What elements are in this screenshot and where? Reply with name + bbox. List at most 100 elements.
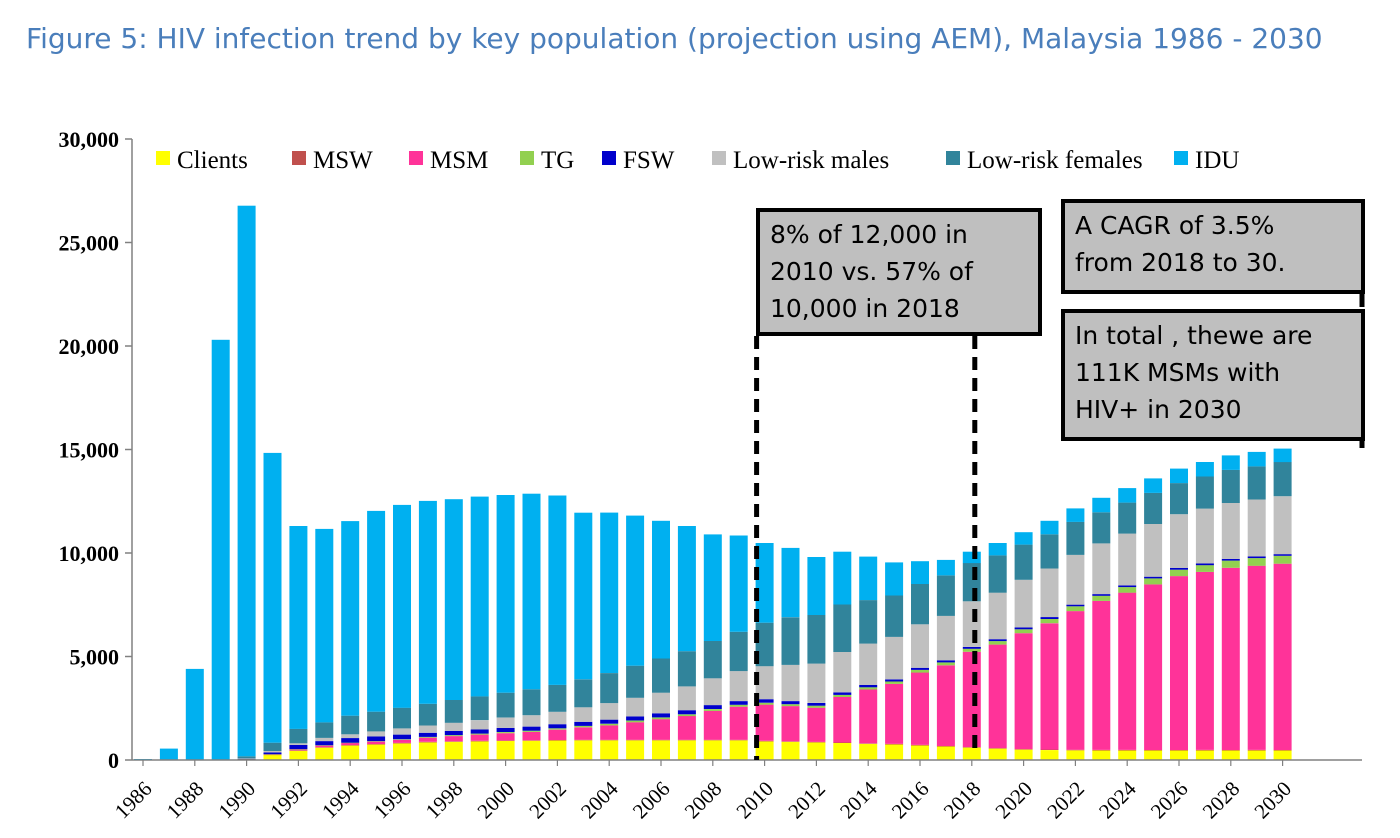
bar-segment-tg-1998: [445, 735, 463, 736]
bar-segment-idu-2003: [574, 513, 592, 680]
bar-segment-fsw-2020: [1015, 627, 1033, 629]
bar-segment-fsw-1993: [315, 741, 333, 745]
bar-segment-msm-2013: [833, 697, 851, 743]
bar-segment-idu-2026: [1170, 469, 1188, 484]
bar-segment-clients-2005: [626, 740, 644, 760]
bar-segment-msw-2027: [1196, 750, 1214, 751]
bar-segment-idu-2002: [548, 496, 566, 685]
bar-segment-low-risk-females-2021: [1041, 534, 1059, 568]
bar-segment-fsw-2006: [652, 713, 670, 717]
bar-segment-fsw-1995: [367, 737, 385, 742]
bar-segment-low-risk-females-2003: [574, 679, 592, 707]
bar-segment-low-risk-females-2012: [807, 615, 825, 664]
bar-segment-msw-2008: [704, 740, 722, 741]
bar-segment-idu-2021: [1041, 521, 1059, 535]
bar-segment-idu-2001: [523, 494, 541, 690]
bar-segment-msm-2021: [1041, 623, 1059, 749]
bar-segment-clients-2009: [730, 740, 748, 760]
bar-segment-low-risk-males-2001: [523, 715, 541, 726]
bar-segment-low-risk-males-2000: [497, 718, 515, 728]
legend-swatch-msm: [409, 151, 423, 165]
bar-segment-low-risk-males-2004: [600, 703, 618, 720]
bar-segment-msm-2006: [652, 719, 670, 740]
bar-segment-tg-2029: [1248, 558, 1266, 566]
legend-label: FSW: [623, 147, 675, 174]
bar-segment-idu-1991: [264, 453, 282, 743]
x-tick-label: 2004: [576, 776, 623, 823]
legend-label: MSW: [313, 147, 373, 174]
bar-segment-low-risk-males-1998: [445, 723, 463, 731]
x-tick-label: 2008: [680, 777, 727, 824]
bar-segment-tg-1992: [289, 749, 307, 750]
bar-segment-msm-2020: [1015, 633, 1033, 749]
bar-segment-msw-1993: [315, 747, 333, 748]
annotation-box-cagr: A CAGR of 3.5% from 2018 to 30.: [1061, 199, 1365, 294]
bar-segment-low-risk-males-1995: [367, 731, 385, 736]
bar-segment-msw-1998: [445, 741, 463, 742]
bar-segment-msm-2005: [626, 722, 644, 740]
bar-segment-low-risk-males-2009: [730, 671, 748, 701]
bar-segment-low-risk-females-2006: [652, 659, 670, 693]
bar-segment-idu-1992: [289, 526, 307, 729]
bar-segment-idu-2030: [1274, 449, 1292, 463]
bar-segment-low-risk-females-2016: [911, 584, 929, 624]
bar-segment-msw-2018: [963, 747, 981, 748]
bar-segment-msm-1998: [445, 736, 463, 741]
bar-segment-idu-1994: [341, 521, 359, 716]
bar-segment-msm-1995: [367, 742, 385, 745]
bar-segment-fsw-1991: [264, 752, 282, 754]
bar-segment-low-risk-males-2022: [1066, 555, 1084, 605]
bar-segment-low-risk-males-2023: [1092, 543, 1110, 594]
bar-segment-clients-1991: [264, 755, 282, 760]
annotation-line: HIV+ in 2030: [1075, 391, 1351, 428]
x-tick-label: 2002: [524, 777, 571, 824]
bar-segment-msw-2013: [833, 743, 851, 744]
bar-segment-tg-2017: [937, 662, 955, 665]
legend-label: MSM: [430, 147, 488, 174]
bar-segment-low-risk-males-1992: [289, 743, 307, 745]
bar-segment-msm-2023: [1092, 601, 1110, 750]
bar-segment-fsw-1998: [445, 731, 463, 735]
bar-segment-msm-2017: [937, 665, 955, 746]
bar-segment-low-risk-females-2024: [1118, 503, 1136, 534]
bar-segment-msm-2001: [523, 732, 541, 740]
x-tick-label: 2014: [835, 776, 882, 823]
bar-segment-low-risk-females-1992: [289, 729, 307, 744]
bar-segment-fsw-2023: [1092, 594, 1110, 596]
bar-segment-fsw-2008: [704, 705, 722, 709]
y-tick-label: 20,000: [59, 334, 120, 359]
bar-segment-low-risk-males-2018: [963, 601, 981, 647]
bar-segment-low-risk-males-1999: [471, 720, 489, 729]
bar-segment-idu-2013: [833, 552, 851, 605]
bar-segment-msm-2029: [1248, 566, 1266, 750]
bar-segment-idu-2020: [1015, 532, 1033, 544]
bar-segment-fsw-1990: [238, 759, 256, 760]
bar-segment-clients-1995: [367, 745, 385, 761]
bar-segment-fsw-2007: [678, 710, 696, 714]
bar-segment-fsw-2028: [1222, 559, 1240, 561]
bar-segment-msw-1997: [419, 742, 437, 743]
bar-segment-idu-1995: [367, 511, 385, 712]
bar-segment-tg-2002: [548, 728, 566, 729]
bar-segment-fsw-2002: [548, 724, 566, 728]
legend: Clients MSW MSM TG FSW Low-risk males Low-risk…: [156, 147, 1239, 174]
bar-segment-idu-1987: [160, 749, 178, 760]
bar-segment-low-risk-males-2019: [989, 593, 1007, 640]
bar-segment-idu-2019: [989, 543, 1007, 555]
bar-segment-low-risk-females-2004: [600, 673, 618, 703]
bar-segment-low-risk-males-2003: [574, 707, 592, 722]
bar-segment-tg-1995: [367, 741, 385, 742]
bar-segment-clients-2001: [523, 741, 541, 760]
bar-segment-low-risk-males-2002: [548, 712, 566, 724]
bar-segment-fsw-2016: [911, 668, 929, 670]
bar-segment-idu-2028: [1222, 455, 1240, 470]
bar-segment-msw-2000: [497, 740, 515, 741]
bar-segment-idu-1989: [212, 340, 230, 760]
bar-segment-msm-2009: [730, 707, 748, 740]
bar-segment-tg-2027: [1196, 565, 1214, 572]
x-tick-label: 2006: [628, 777, 675, 824]
bar-segment-tg-2006: [652, 718, 670, 720]
bar-segment-msw-2030: [1274, 750, 1292, 751]
bar-segment-fsw-2000: [497, 728, 515, 732]
bar-segment-clients-2015: [885, 745, 903, 761]
